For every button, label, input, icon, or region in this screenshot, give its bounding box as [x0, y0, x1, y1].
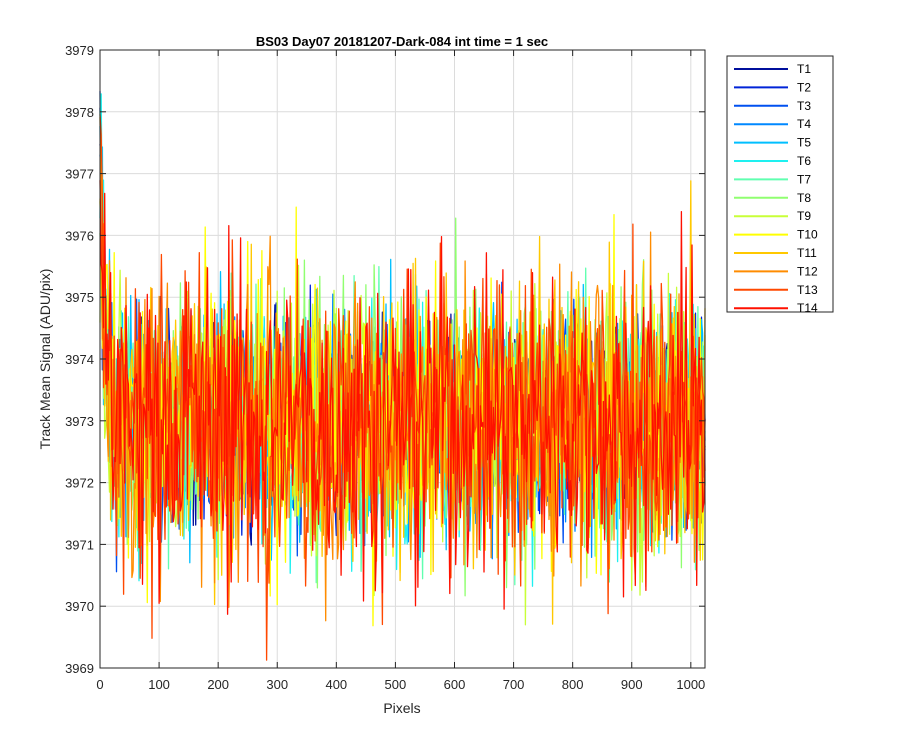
- y-tick-label: 3979: [65, 43, 94, 58]
- legend-label-t13: T13: [797, 283, 818, 297]
- y-tick-label: 3969: [65, 661, 94, 676]
- legend-label-t11: T11: [797, 246, 817, 260]
- y-tick-label: 3974: [65, 352, 94, 367]
- legend-label-t2: T2: [797, 80, 811, 94]
- x-tick-label: 300: [266, 677, 288, 692]
- y-tick-label: 3973: [65, 414, 94, 429]
- axis-ticks: 0 100 200 300 400 500 600 700 800 900 1000 3969 3970…: [65, 43, 705, 692]
- legend-label-t12: T12: [797, 264, 818, 278]
- legend-label-t5: T5: [797, 136, 811, 150]
- y-tick-label: 3978: [65, 105, 94, 120]
- legend-label-t1: T1: [797, 62, 811, 76]
- legend-box: [726, 55, 834, 313]
- legend-label-t6: T6: [797, 154, 811, 168]
- x-tick-label: 100: [148, 677, 170, 692]
- x-tick-label: 700: [503, 677, 525, 692]
- legend-label-t9: T9: [797, 209, 811, 223]
- x-tick-label: 600: [444, 677, 466, 692]
- x-tick-label: 0: [96, 677, 103, 692]
- x-tick-label: 400: [325, 677, 347, 692]
- chart-title: BS03 Day07 20181207-Dark-084 int time = …: [256, 34, 548, 49]
- y-tick-label: 3975: [65, 290, 94, 305]
- legend-label-t7: T7: [797, 172, 811, 186]
- y-tick-label: 3976: [65, 228, 94, 243]
- legend-label-t14: T14: [797, 301, 818, 315]
- y-axis-label: Track Mean Signal (ADU/pix): [37, 269, 53, 450]
- legend-label-t3: T3: [797, 99, 811, 113]
- x-tick-label: 800: [562, 677, 584, 692]
- x-axis-label: Pixels: [383, 700, 420, 716]
- legend-label-t10: T10: [797, 228, 818, 242]
- series-lines: [99, 91, 706, 661]
- x-tick-label: 900: [621, 677, 643, 692]
- x-tick-label: 1000: [676, 677, 705, 692]
- y-tick-label: 3977: [65, 167, 94, 182]
- legend-label-t4: T4: [797, 117, 811, 131]
- legend-label-t8: T8: [797, 191, 811, 205]
- y-tick-label: 3970: [65, 599, 94, 614]
- series-line-t14: [99, 180, 706, 615]
- y-tick-label: 3972: [65, 476, 94, 491]
- legend: T1 T2 T3 T4 T5 T6 T7 T8 T9 T10 T11 T12 T13 T14: [726, 55, 834, 315]
- x-tick-label: 200: [207, 677, 229, 692]
- y-tick-label: 3971: [65, 537, 94, 552]
- x-tick-label: 500: [385, 677, 407, 692]
